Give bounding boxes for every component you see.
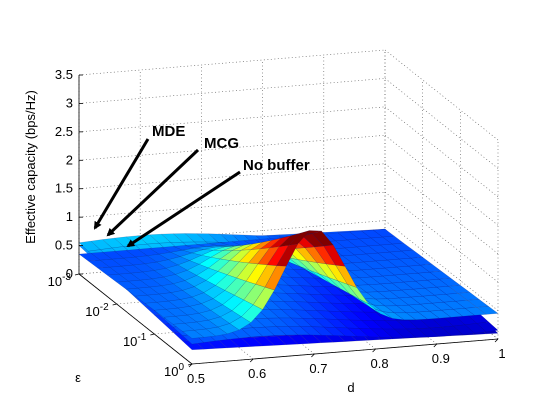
x-tick-mark (494, 338, 499, 343)
z-tick-label: 2.5 (55, 124, 73, 139)
surface-patch (193, 328, 217, 338)
y-tick-base: 10 (123, 334, 137, 349)
x-tick-label: 0.7 (309, 361, 327, 376)
surface-patch (452, 308, 476, 317)
y-tick-label: 10-3 (48, 272, 72, 289)
z-tick-label: 2 (66, 152, 73, 167)
x-tick-label: 0.6 (248, 366, 266, 381)
grid-line-23 (384, 106, 499, 198)
axes-box (78, 75, 499, 365)
x-tick-label: 0.8 (371, 356, 389, 371)
grid-line-9 (78, 163, 386, 190)
surface-patch (264, 265, 287, 291)
surface-patch (252, 286, 275, 310)
grid-line-11 (78, 106, 386, 133)
axis-edge-1 (78, 273, 193, 365)
x-tick-label: 1 (498, 346, 505, 361)
surface-patch (381, 311, 405, 321)
surface-patch (241, 304, 263, 323)
surface-patch (464, 323, 487, 334)
y-tick-base: 10 (48, 274, 62, 289)
surface-patch (476, 306, 499, 315)
x-axis-label: d (347, 380, 354, 395)
surface-patch (311, 326, 334, 336)
y-tick-label: 100 (164, 362, 184, 379)
x-tick-mark (372, 348, 376, 353)
y-tick-mark (187, 363, 193, 366)
surface-patch (429, 326, 452, 337)
surface-patch (429, 309, 452, 319)
grid-line-12 (78, 78, 386, 104)
surface-patch (311, 230, 334, 247)
y-tick-mark (112, 303, 117, 306)
grid-line-7 (78, 220, 386, 246)
x-tick-mark (433, 343, 438, 348)
annotation-label-no-buffer: No buffer (243, 157, 310, 174)
annotation-arrow-no-buffer (126, 170, 241, 248)
grid-line-8 (78, 191, 386, 218)
y-tick-label: 10-1 (123, 332, 147, 349)
surface-patch (476, 321, 499, 333)
surface-patch (217, 323, 240, 335)
z-tick-label: 0 (66, 266, 73, 281)
annotation-arrow-mde (93, 138, 150, 230)
y-tick-exponent: -2 (100, 302, 109, 313)
z-axis-label: Effective capacity (bps/Hz) (23, 90, 38, 244)
z-tick-label: 0.5 (55, 238, 73, 253)
surface-patch (452, 324, 475, 335)
surface-mde (78, 228, 499, 339)
surface-layer (78, 228, 499, 351)
annotation-arrow-mcg (106, 148, 200, 237)
surface-patch (182, 330, 205, 339)
grid-line-24 (384, 78, 499, 169)
tick-labels: 0.5 0.6 0.7 0.8 0.9 110-310-210-110000.511.52… (48, 67, 506, 386)
grid-line-22 (384, 135, 499, 226)
surface-patch (417, 327, 440, 338)
grid-line-10 (78, 134, 386, 161)
x-tick-label: 0.5 (187, 371, 205, 386)
z-tick-label: 3.5 (55, 67, 73, 82)
annotations: MDE MCG No buffer (93, 123, 310, 248)
surface-patch (440, 309, 464, 318)
grid-line-21 (384, 163, 499, 254)
surface-patch (382, 328, 405, 338)
y-tick-mark (74, 273, 80, 276)
surface-patch (405, 311, 428, 321)
z-tick-label: 1 (66, 209, 73, 224)
y-axis-label: ε (75, 370, 81, 385)
y-tick-mark (150, 333, 155, 336)
surface-patch (464, 307, 487, 316)
surface-patch (252, 326, 275, 337)
surface-patch (417, 310, 440, 320)
z-tick-label: 3 (66, 95, 73, 110)
x-tick-label: 0.9 (432, 351, 450, 366)
grid-line-25 (384, 49, 499, 141)
y-tick-exponent: 0 (178, 362, 184, 373)
y-tick-label: 10-2 (85, 302, 109, 319)
grid-line-13 (78, 49, 386, 76)
y-tick-exponent: -3 (62, 272, 71, 283)
surface-patch (276, 326, 299, 336)
z-tick-label: 1.5 (55, 181, 73, 196)
y-tick-base: 10 (85, 304, 99, 319)
surface-patch (370, 328, 393, 338)
annotation-label-mcg: MCG (204, 135, 239, 152)
surface-patch (323, 244, 346, 267)
y-tick-exponent: -1 (137, 332, 146, 343)
annotation-label-mde: MDE (152, 123, 185, 140)
surface-patch (205, 326, 228, 337)
x-tick-mark (249, 358, 254, 363)
surface-patch (358, 298, 381, 314)
x-tick-mark (311, 353, 315, 358)
y-tick-base: 10 (164, 364, 178, 379)
axis-edge-0 (191, 338, 499, 365)
